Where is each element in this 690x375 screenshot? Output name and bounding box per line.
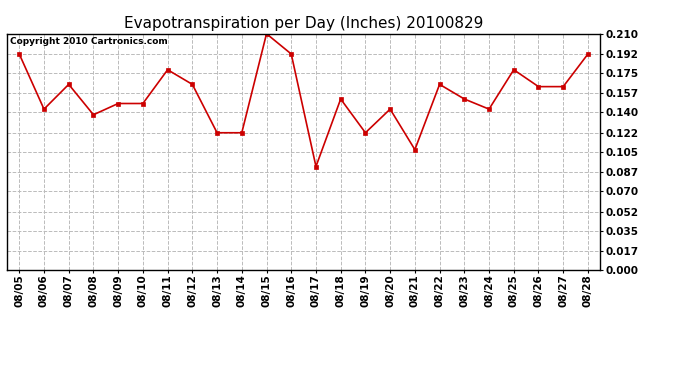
Title: Evapotranspiration per Day (Inches) 20100829: Evapotranspiration per Day (Inches) 2010… [124, 16, 483, 31]
Text: Copyright 2010 Cartronics.com: Copyright 2010 Cartronics.com [10, 37, 168, 46]
